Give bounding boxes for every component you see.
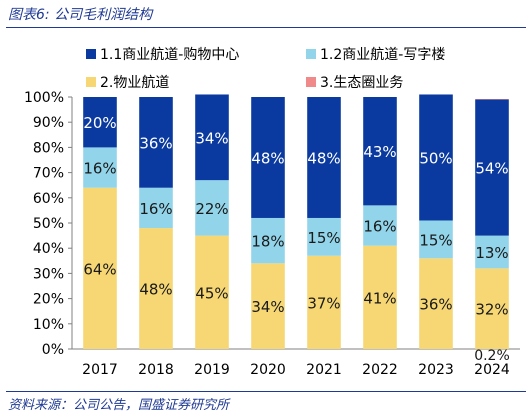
data-label: 48%: [307, 149, 340, 167]
legend-swatch: [86, 77, 96, 87]
bar-segment: [195, 94, 229, 181]
bar-segment: [139, 97, 173, 188]
bar-segment: [139, 187, 173, 229]
bar-segment: [475, 268, 509, 349]
x-tick-label: 2017: [82, 362, 118, 378]
y-tick-label: 20%: [33, 292, 64, 308]
data-label: 54%: [475, 160, 508, 178]
y-tick-label: 30%: [33, 266, 64, 282]
data-label: 34%: [195, 129, 228, 147]
figure-title: 图表6: 公司毛利润结构: [8, 7, 153, 23]
y-tick-label: 100%: [24, 90, 64, 106]
x-tick-label: 2018: [138, 362, 174, 378]
bar-segment: [307, 217, 341, 256]
data-label: 32%: [475, 301, 508, 319]
x-tick-label: 2021: [306, 362, 342, 378]
bar-segment: [363, 97, 397, 206]
data-label: 37%: [307, 294, 340, 312]
bar-segment: [83, 187, 117, 349]
y-tick-label: 50%: [33, 216, 64, 232]
data-label: 16%: [83, 160, 116, 178]
bar-segment: [195, 235, 229, 349]
data-label: 18%: [251, 233, 284, 251]
data-label: 16%: [139, 200, 172, 218]
legend-swatch: [306, 49, 316, 59]
data-label: 15%: [307, 229, 340, 247]
y-tick-label: 40%: [33, 241, 64, 257]
y-tick-label: 10%: [33, 317, 64, 333]
bar-segment: [307, 255, 341, 349]
bar-segment: [251, 263, 285, 349]
bar-segment: [419, 258, 453, 349]
source-note: 资料来源：公司公告，国盛证券研究所: [8, 398, 230, 413]
bar-segment: [139, 228, 173, 349]
data-label: 0.2%: [474, 348, 510, 364]
legend-swatch: [86, 49, 96, 59]
data-label: 16%: [363, 218, 396, 236]
bar-segment: [307, 97, 341, 218]
bar-segment: [251, 97, 285, 218]
x-tick-label: 2022: [362, 362, 398, 378]
y-tick-label: 70%: [33, 166, 64, 182]
bar-segment: [475, 235, 509, 269]
data-label: 45%: [195, 284, 228, 302]
source-rule: [6, 391, 526, 392]
data-label: 48%: [251, 149, 284, 167]
bar-segment: [363, 205, 397, 246]
data-label: 20%: [83, 114, 116, 132]
bar-segment: [83, 147, 117, 188]
bar-segment: [83, 97, 117, 148]
bar-segment: [475, 99, 509, 236]
data-label: 64%: [83, 260, 116, 278]
legend-label: 1.1商业航道-购物中心: [100, 47, 239, 63]
bar-segment: [251, 217, 285, 264]
legend-label: 3.生态圈业务: [320, 75, 403, 91]
y-tick-label: 0%: [42, 342, 64, 358]
y-tick-label: 60%: [33, 191, 64, 207]
data-label: 50%: [419, 149, 452, 167]
title-rule: [6, 27, 526, 28]
data-label: 22%: [195, 200, 228, 218]
bar-segment: [195, 180, 229, 236]
y-tick-label: 90%: [33, 115, 64, 131]
x-tick-label: 2023: [418, 362, 454, 378]
data-label: 48%: [139, 281, 172, 299]
x-tick-label: 2024: [474, 362, 510, 378]
x-tick-label: 2019: [194, 362, 230, 378]
x-tick-label: 2020: [250, 362, 286, 378]
bar-segment: [419, 94, 453, 221]
data-label: 41%: [363, 289, 396, 307]
legend-label: 2.物业航道: [100, 75, 169, 91]
legend-swatch: [306, 77, 316, 87]
bar-segment: [363, 245, 397, 349]
data-label: 13%: [475, 244, 508, 262]
data-label: 15%: [419, 231, 452, 249]
data-label: 36%: [139, 134, 172, 152]
data-label: 34%: [251, 298, 284, 316]
data-label: 43%: [363, 143, 396, 161]
y-tick-label: 80%: [33, 140, 64, 156]
bar-segment: [419, 220, 453, 259]
legend-label: 1.2商业航道-写字楼: [320, 47, 445, 63]
data-label: 36%: [419, 296, 452, 314]
bar-segment: [475, 99, 509, 100]
